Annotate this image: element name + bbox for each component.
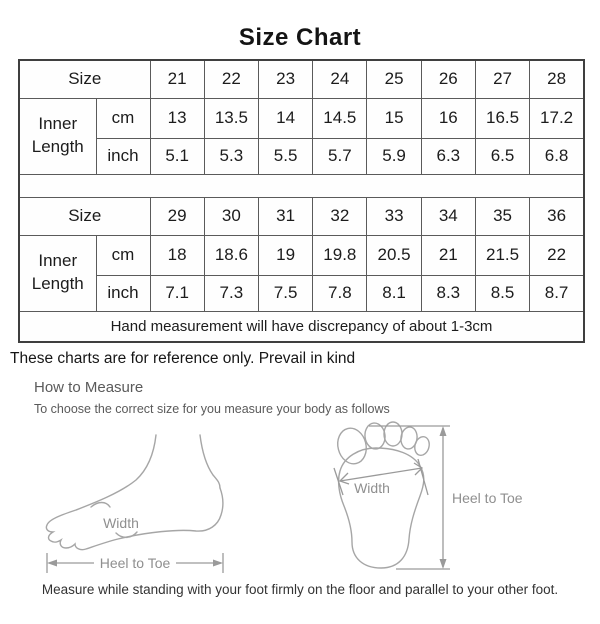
unit-cm-label: cm — [95, 234, 151, 276]
size-cell: 36 — [529, 196, 585, 236]
size-cell: 30 — [203, 196, 259, 236]
size-header-cell: Size — [18, 196, 151, 236]
inch-value-cell: 8.1 — [366, 274, 422, 312]
size-cell: 35 — [474, 196, 531, 236]
inch-row-2: inch 7.1 7.3 7.5 7.8 8.1 8.3 8.5 8.7 — [19, 274, 585, 312]
inch-value-cell: 7.8 — [312, 274, 368, 312]
how-to-measure-heading: How to Measure — [34, 379, 144, 396]
spacer-row — [18, 173, 585, 198]
size-cell: 28 — [529, 59, 585, 99]
foot-sole-view-drawing: Width Heel to Toe — [333, 421, 523, 570]
measurement-diagrams: Width Heel to Toe — [0, 421, 600, 575]
inch-value-cell: 7.5 — [257, 274, 314, 312]
inch-value-cell: 8.5 — [474, 274, 531, 312]
size-cell: 34 — [420, 196, 476, 236]
size-cell: 22 — [203, 59, 259, 99]
side-view-heel-to-toe-label: Heel to Toe — [100, 555, 171, 571]
cm-value-cell: 14 — [257, 97, 314, 139]
cm-value-cell: 18 — [149, 234, 205, 276]
inch-value-cell: 7.3 — [203, 274, 259, 312]
size-cell: 25 — [366, 59, 422, 99]
inner-length-label: Inner Length — [18, 97, 97, 175]
cm-value-cell: 13.5 — [203, 97, 259, 139]
size-cell: 26 — [420, 59, 476, 99]
size-header-cell: Size — [18, 59, 151, 99]
bottom-note: Measure while standing with your foot fi… — [41, 582, 559, 597]
size-header-row-2: Size 29 30 31 32 33 34 35 36 — [18, 196, 585, 236]
cm-row-1: Inner Length cm 13 13.5 14 14.5 15 16 16… — [18, 97, 585, 175]
cm-value-cell: 14.5 — [312, 97, 368, 139]
inch-value-cell: 7.1 — [149, 274, 205, 312]
how-to-measure-instruction: To choose the correct size for you measu… — [34, 402, 390, 416]
inch-value-cell: 5.1 — [149, 137, 205, 175]
cm-value-cell: 16.5 — [474, 97, 531, 139]
cm-value-cell: 21 — [420, 234, 476, 276]
size-header-row-1: Size 21 22 23 24 25 26 27 28 — [18, 59, 585, 99]
size-cell: 23 — [257, 59, 314, 99]
toes — [337, 421, 430, 465]
cm-value-cell: 21.5 — [474, 234, 531, 276]
cm-row-2: Inner Length cm 18 18.6 19 19.8 20.5 21 … — [18, 234, 585, 312]
inch-value-cell: 5.7 — [312, 137, 368, 175]
size-cell: 24 — [312, 59, 368, 99]
inch-value-cell: 5.9 — [366, 137, 422, 175]
inch-value-cell: 6.8 — [529, 137, 585, 175]
cm-value-cell: 13 — [149, 97, 205, 139]
unit-inch-label: inch — [95, 137, 151, 175]
measurement-note: Hand measurement will have discrepancy o… — [18, 310, 585, 343]
measurement-note-row: Hand measurement will have discrepancy o… — [18, 310, 585, 343]
heel-to-toe-dimension: Heel to Toe — [46, 553, 224, 573]
inch-value-cell: 6.3 — [420, 137, 476, 175]
size-cell: 32 — [312, 196, 368, 236]
size-cell: 31 — [257, 196, 314, 236]
unit-cm-label: cm — [95, 97, 151, 139]
foot-side-view-drawing: Width Heel to Toe — [45, 434, 224, 573]
unit-inch-label: inch — [95, 274, 151, 312]
inch-value-cell: 6.5 — [474, 137, 531, 175]
inch-value-cell: 5.3 — [203, 137, 259, 175]
inch-value-cell: 8.3 — [420, 274, 476, 312]
size-cell: 27 — [474, 59, 531, 99]
inch-value-cell: 5.5 — [257, 137, 314, 175]
size-table: Size 21 22 23 24 25 26 27 28 Inner Lengt… — [18, 59, 585, 343]
foot-side-view-diagram: Width Heel to Toe — [36, 421, 268, 575]
cm-value-cell: 22 — [529, 234, 585, 276]
cm-value-cell: 16 — [420, 97, 476, 139]
foot-sole-view-diagram: Width Heel to Toe — [314, 421, 564, 575]
cm-value-cell: 19 — [257, 234, 314, 276]
cm-value-cell: 18.6 — [203, 234, 259, 276]
page-title: Size Chart — [238, 24, 362, 51]
cm-value-cell: 20.5 — [366, 234, 422, 276]
size-chart-page: { "page": { "title": "Size Chart" }, "si… — [0, 24, 600, 624]
inch-value-cell: 8.7 — [529, 274, 585, 312]
sole-view-width-label: Width — [354, 480, 390, 496]
heel-to-toe-dimension: Heel to Toe — [369, 425, 523, 570]
cm-value-cell: 19.8 — [312, 234, 368, 276]
size-cell: 29 — [149, 196, 205, 236]
inch-row-1: inch 5.1 5.3 5.5 5.7 5.9 6.3 6.5 6.8 — [19, 137, 585, 175]
cm-value-cell: 15 — [366, 97, 422, 139]
size-cell: 21 — [149, 59, 205, 99]
inner-length-label: Inner Length — [18, 234, 97, 312]
table-spacer — [18, 173, 585, 198]
width-dimension: Width — [333, 458, 429, 496]
sole-view-heel-to-toe-label: Heel to Toe — [452, 490, 523, 506]
cm-value-cell: 17.2 — [529, 97, 585, 139]
reference-note: These charts are for reference only. Pre… — [10, 350, 356, 367]
side-view-width-label: Width — [103, 515, 139, 531]
size-cell: 33 — [366, 196, 422, 236]
